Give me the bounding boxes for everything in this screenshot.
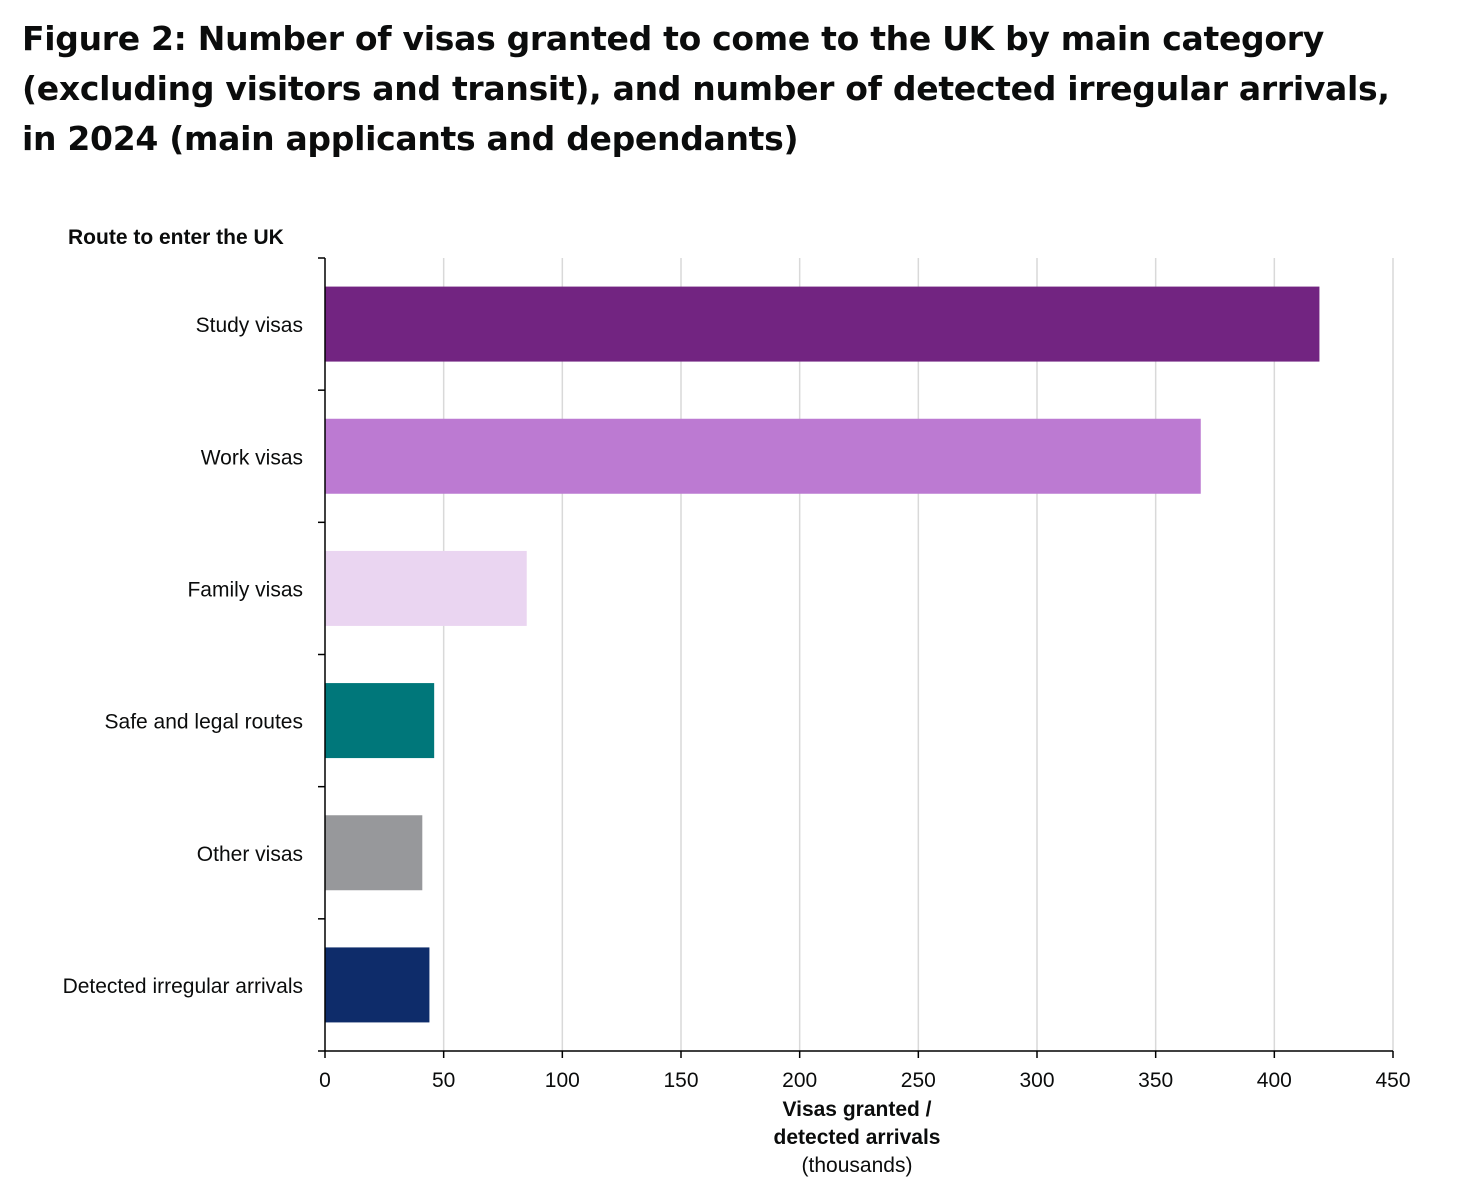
x-tick-label-300: 300 [1019,1069,1054,1092]
x-tick-labels: 0 50 100 150 200 250 300 350 400 450 [319,1069,1410,1092]
x-tick-label-100: 100 [545,1069,580,1092]
x-tick-label-200: 200 [782,1069,817,1092]
bar-work-visas [325,418,1201,494]
x-axis-title-line1: Visas granted / [782,1098,931,1121]
axes [318,257,1394,1058]
bar-other-visas [325,815,423,891]
category-labels: Study visas Work visas Family visas Safe an… [63,314,303,998]
category-label-safe-and-legal-routes: Safe and legal routes [105,711,303,734]
x-axis-title-line2: detected arrivals [774,1126,941,1149]
category-label-family-visas: Family visas [187,578,303,601]
category-label-work-visas: Work visas [201,446,303,469]
chart-title: Figure 2: Number of visas granted to com… [22,19,1390,158]
x-tick-label-150: 150 [663,1069,698,1092]
x-axis-unit: (thousands) [802,1154,913,1177]
bars [325,286,1320,1023]
x-tick-label-350: 350 [1138,1069,1173,1092]
x-tick-label-0: 0 [319,1069,331,1092]
category-label-study-visas: Study visas [196,314,303,337]
x-tick-label-50: 50 [432,1069,455,1092]
bar-detected-irregular-arrivals [325,947,430,1023]
category-label-detected-irregular-arrivals: Detected irregular arrivals [63,975,303,998]
x-tick-label-400: 400 [1257,1069,1292,1092]
category-label-other-visas: Other visas [197,843,303,866]
x-tick-label-450: 450 [1375,1069,1410,1092]
x-tick-label-250: 250 [901,1069,936,1092]
y-axis-title: Route to enter the UK [68,226,284,249]
bar-family-visas [325,550,527,626]
bar-safe-and-legal-routes [325,683,435,759]
bar-study-visas [325,286,1320,362]
gridlines [442,258,1394,1051]
